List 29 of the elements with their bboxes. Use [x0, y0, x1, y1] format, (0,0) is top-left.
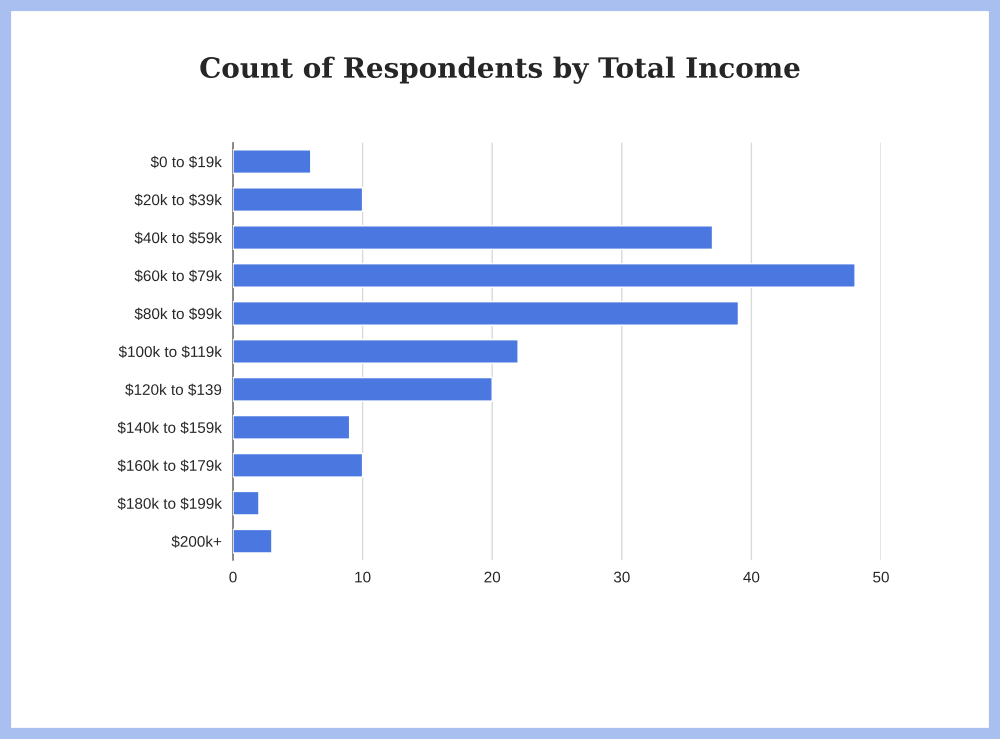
- bar: [233, 149, 312, 174]
- x-tick-label: 10: [355, 572, 370, 582]
- bar: [233, 338, 519, 364]
- bar: [233, 263, 856, 288]
- y-tick-label: $180k to $199k: [118, 497, 222, 510]
- bar: [233, 490, 260, 516]
- y-tick-label: $20k to $39k: [134, 194, 222, 206]
- y-tick-label: $160k to $179k: [118, 459, 222, 472]
- bar: [233, 225, 714, 250]
- chart-title: Count of Respondents by Total Income: [200, 56, 800, 84]
- bar: [233, 300, 740, 326]
- y-tick-label: $140k to $159k: [118, 422, 222, 434]
- bar: [233, 528, 273, 554]
- x-tick-label: 40: [743, 572, 760, 582]
- bar: [233, 376, 493, 402]
- x-tick-label: 50: [873, 572, 889, 582]
- y-tick-label: $200k+: [172, 535, 222, 548]
- x-tick-label: 0: [229, 572, 237, 582]
- bar: [233, 187, 364, 212]
- x-tick-label: 30: [614, 572, 630, 582]
- y-tick-label: $0 to $19k: [150, 156, 222, 168]
- y-tick-label: $100k to $119k: [118, 346, 222, 358]
- y-tick-label: $40k to $59k: [134, 232, 222, 244]
- x-tick-label: 20: [484, 572, 500, 582]
- y-tick-label: $120k to $139: [125, 384, 222, 396]
- y-tick-label: $80k to $99k: [134, 308, 222, 320]
- bar: [233, 414, 350, 440]
- bar: [233, 452, 364, 478]
- y-tick-label: $60k to $79k: [134, 270, 222, 282]
